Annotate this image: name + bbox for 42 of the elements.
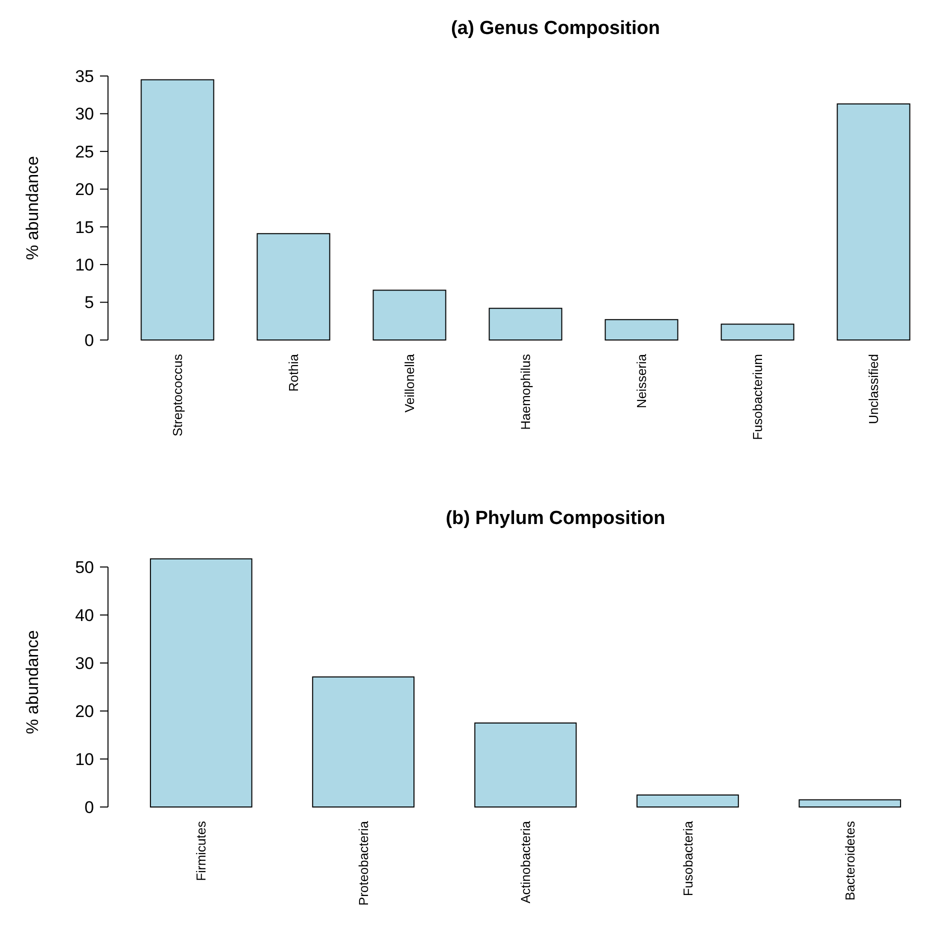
bar bbox=[150, 558, 252, 808]
x-tick-label: Neisseria bbox=[634, 353, 650, 408]
y-tick-label: 50 bbox=[75, 558, 94, 577]
bar bbox=[604, 319, 678, 340]
bar bbox=[720, 324, 794, 340]
y-tick-label: 30 bbox=[75, 104, 94, 124]
x-tick-label: Unclassified bbox=[866, 354, 882, 424]
x-tick-label: Actinobacteria bbox=[518, 820, 534, 904]
y-tick-label: 10 bbox=[75, 256, 94, 275]
bar bbox=[256, 233, 330, 340]
y-tick-label: 10 bbox=[75, 750, 94, 769]
bar bbox=[488, 308, 562, 340]
bar bbox=[372, 290, 446, 340]
x-tick-label: Firmicutes bbox=[194, 820, 209, 881]
chart-title: (a) Genus Composition bbox=[451, 18, 660, 39]
y-tick-label: 30 bbox=[75, 654, 94, 673]
x-tick-label: Proteobacteria bbox=[356, 820, 371, 906]
y-tick-label: 40 bbox=[75, 606, 94, 625]
bar bbox=[798, 799, 902, 808]
x-tick-label: Fusobacteria bbox=[680, 820, 696, 896]
y-tick-label: 20 bbox=[75, 702, 94, 721]
bar bbox=[140, 79, 214, 340]
x-tick-label: Bacteroidetes bbox=[842, 820, 858, 900]
chart-title: (b) Phylum Composition bbox=[446, 508, 666, 529]
bar bbox=[312, 676, 414, 808]
y-tick-label: 15 bbox=[75, 218, 94, 237]
y-tick-label: 35 bbox=[75, 66, 94, 86]
x-tick-label: Rothia bbox=[286, 353, 302, 392]
y-axis-title: % abundance bbox=[23, 156, 42, 260]
bar bbox=[636, 794, 739, 808]
y-tick-label: 5 bbox=[84, 293, 94, 312]
bar bbox=[836, 103, 910, 340]
y-tick-label: 0 bbox=[84, 330, 94, 350]
y-axis-title: % abundance bbox=[23, 630, 42, 734]
y-tick-label: 0 bbox=[84, 798, 94, 817]
x-tick-label: Haemophilus bbox=[518, 354, 534, 430]
y-tick-label: 25 bbox=[75, 142, 94, 162]
y-tick-label: 20 bbox=[75, 180, 94, 200]
x-tick-label: Streptococcus bbox=[170, 354, 186, 436]
x-tick-label: Fusobacterium bbox=[750, 354, 766, 440]
bar bbox=[474, 722, 577, 808]
x-tick-label: Veillonella bbox=[402, 353, 418, 413]
